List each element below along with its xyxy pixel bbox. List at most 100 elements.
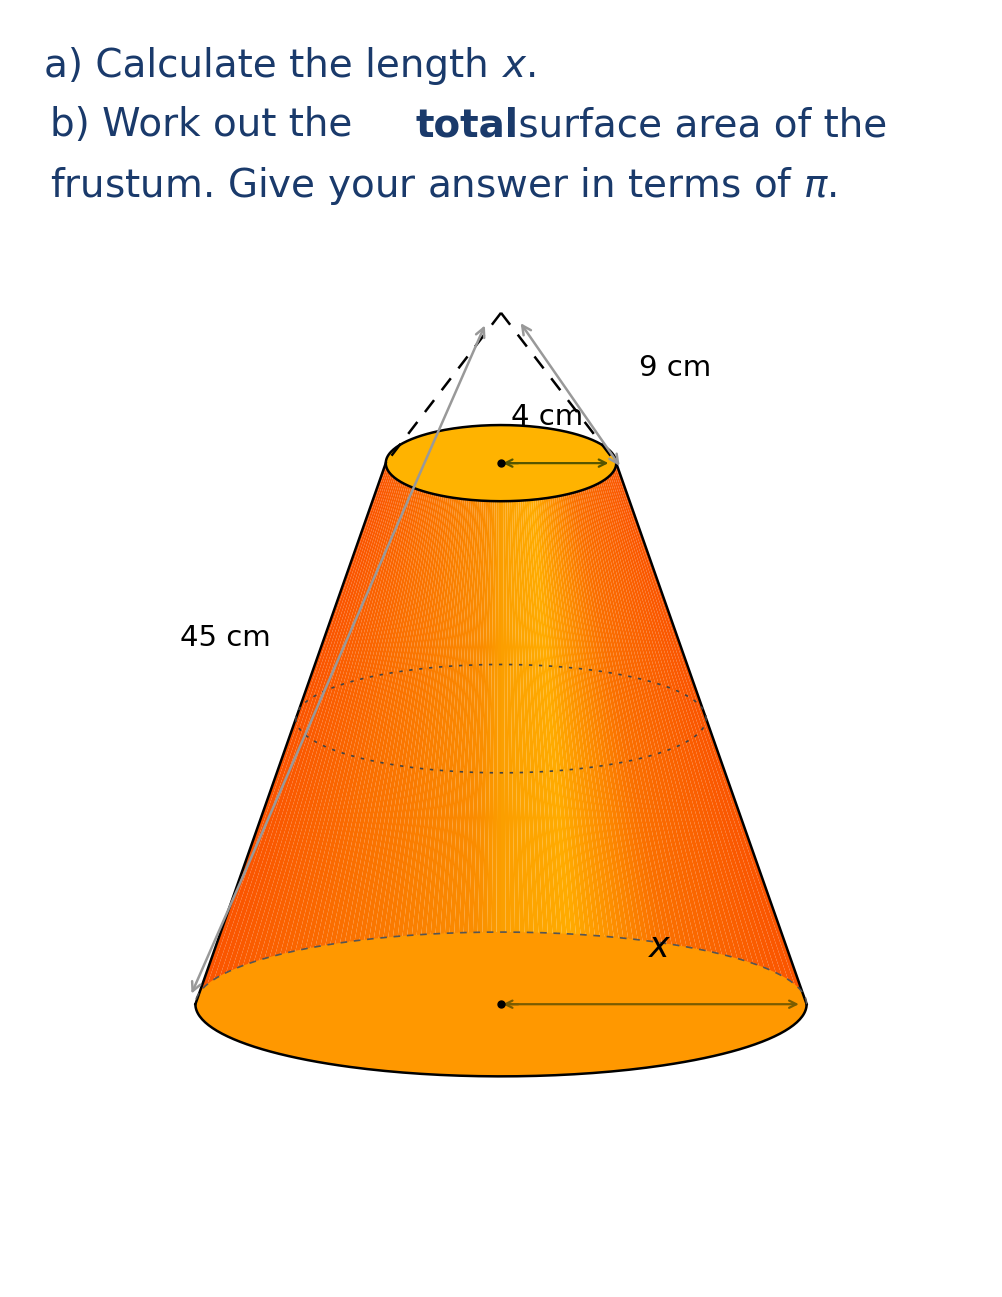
Polygon shape [460,463,488,1004]
Polygon shape [394,463,463,1004]
Polygon shape [231,463,401,1004]
Polygon shape [455,463,486,1004]
Polygon shape [420,463,472,1004]
Polygon shape [282,463,421,1004]
Polygon shape [560,463,664,1004]
Polygon shape [246,463,407,1004]
Polygon shape [535,463,598,1004]
Polygon shape [589,463,740,1004]
Polygon shape [369,463,453,1004]
Polygon shape [581,463,720,1004]
Polygon shape [241,463,405,1004]
Polygon shape [333,463,440,1004]
Polygon shape [200,463,390,1004]
Polygon shape [534,463,592,1004]
Polygon shape [409,463,468,1004]
Polygon shape [323,463,436,1004]
Polygon shape [210,463,394,1004]
Polygon shape [503,463,511,1004]
Polygon shape [389,463,461,1004]
Text: frustum. Give your answer in terms of $\pi$.: frustum. Give your answer in terms of $\… [50,165,837,206]
Polygon shape [593,463,750,1004]
Polygon shape [440,463,480,1004]
Text: 4 cm: 4 cm [511,403,583,431]
Polygon shape [532,463,587,1004]
Text: a) Calculate the length: a) Calculate the length [44,47,501,84]
Polygon shape [435,463,478,1004]
Polygon shape [557,463,653,1004]
Polygon shape [603,463,776,1004]
Polygon shape [257,463,411,1004]
Polygon shape [262,463,413,1004]
Polygon shape [576,463,704,1004]
Polygon shape [526,463,572,1004]
Polygon shape [267,463,415,1004]
Polygon shape [555,463,648,1004]
Text: surface area of the: surface area of the [506,106,887,144]
Polygon shape [559,463,659,1004]
Polygon shape [553,463,643,1004]
Polygon shape [545,463,623,1004]
Polygon shape [578,463,709,1004]
Polygon shape [514,463,542,1004]
Polygon shape [359,463,449,1004]
Polygon shape [511,463,531,1004]
Polygon shape [313,463,432,1004]
Polygon shape [520,463,557,1004]
Polygon shape [564,463,674,1004]
Polygon shape [614,463,807,1004]
Polygon shape [364,463,451,1004]
Polygon shape [205,463,392,1004]
Polygon shape [518,463,552,1004]
Polygon shape [616,148,1002,1149]
Polygon shape [481,463,495,1004]
Polygon shape [512,463,537,1004]
Polygon shape [491,463,499,1004]
Polygon shape [293,463,424,1004]
Polygon shape [551,463,638,1004]
Polygon shape [476,463,493,1004]
Polygon shape [580,463,714,1004]
Polygon shape [543,463,618,1004]
Polygon shape [308,463,430,1004]
Polygon shape [195,463,388,1004]
Polygon shape [399,463,465,1004]
Polygon shape [539,463,608,1004]
Polygon shape [537,463,603,1004]
Polygon shape [595,463,756,1004]
Polygon shape [471,463,491,1004]
Polygon shape [549,463,633,1004]
Polygon shape [507,463,521,1004]
Text: 9 cm: 9 cm [639,354,711,381]
Polygon shape [522,463,562,1004]
Polygon shape [298,463,426,1004]
Polygon shape [277,463,419,1004]
Polygon shape [338,463,442,1004]
Polygon shape [303,463,428,1004]
Polygon shape [501,463,506,1004]
Polygon shape [318,463,434,1004]
Text: $\mathit{x}$: $\mathit{x}$ [648,930,671,964]
Polygon shape [496,463,501,1004]
Polygon shape [524,463,567,1004]
Polygon shape [562,463,669,1004]
Polygon shape [404,463,467,1004]
Polygon shape [612,463,802,1004]
Polygon shape [516,463,547,1004]
Polygon shape [566,463,679,1004]
Polygon shape [225,463,399,1004]
Polygon shape [597,463,761,1004]
Polygon shape [220,463,397,1004]
Polygon shape [236,463,403,1004]
Polygon shape [486,463,497,1004]
Polygon shape [608,463,792,1004]
Polygon shape [547,463,628,1004]
Polygon shape [0,148,386,1149]
Polygon shape [349,463,445,1004]
Polygon shape [574,463,699,1004]
Polygon shape [415,463,470,1004]
Polygon shape [530,463,582,1004]
Text: b) Work out the: b) Work out the [50,106,365,144]
Polygon shape [587,463,735,1004]
Polygon shape [599,463,766,1004]
